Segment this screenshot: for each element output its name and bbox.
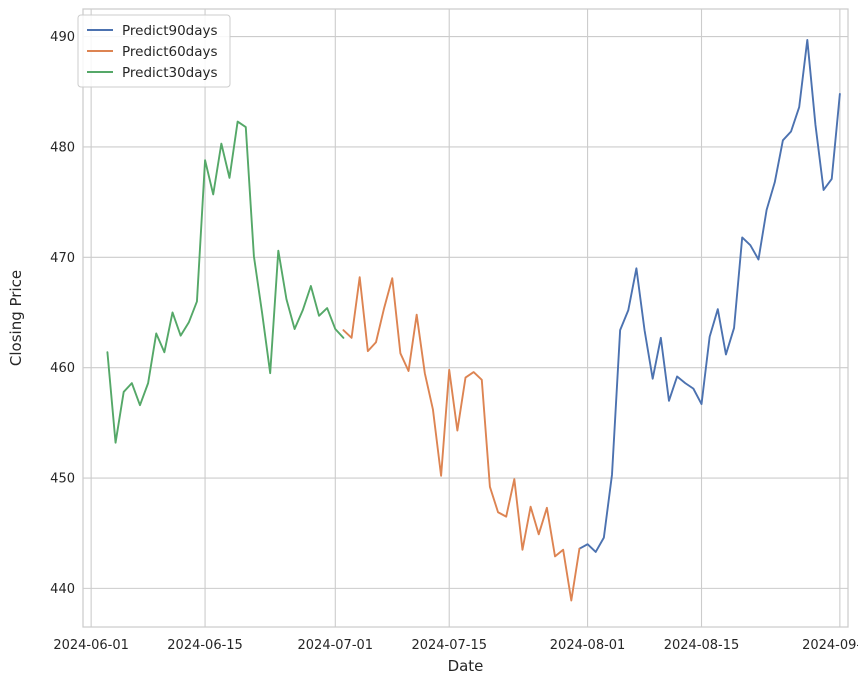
x-tick-label: 2024-06-01 <box>53 638 129 653</box>
legend-entry: Predict90days <box>122 23 218 39</box>
y-tick-labels: 440 450 460 470 480 490 <box>50 30 75 597</box>
x-tick-label: 2024-07-15 <box>411 638 487 653</box>
y-tick-label: 460 <box>50 361 75 376</box>
x-tick-labels: 2024-06-01 2024-06-15 2024-07-01 2024-07-15… <box>53 638 858 653</box>
y-tick-label: 490 <box>50 30 75 45</box>
legend-entry: Predict30days <box>122 65 218 81</box>
legend-entry: Predict60days <box>122 44 218 60</box>
series-lines <box>106 38 841 602</box>
y-tick-label: 470 <box>50 251 75 266</box>
grid <box>83 9 848 627</box>
x-axis-label: Date <box>448 657 484 675</box>
series-line <box>578 38 841 553</box>
x-tick-label: 2024-06-15 <box>167 638 243 653</box>
series-line <box>106 120 345 444</box>
x-tick-label: 2024-08-01 <box>550 638 626 653</box>
x-tick-label: 2024-07-01 <box>298 638 374 653</box>
legend-box <box>77 14 231 88</box>
y-tick-label: 440 <box>50 582 75 597</box>
plot-frame <box>82 8 849 628</box>
x-tick-label: 2024-08-15 <box>664 638 740 653</box>
y-axis-label: Closing Price <box>7 270 25 366</box>
legend: Predict90days Predict60days Predict30days <box>77 14 231 88</box>
series-line <box>342 276 581 602</box>
y-tick-label: 450 <box>50 472 75 487</box>
y-tick-label: 480 <box>50 140 75 155</box>
x-tick-label: 2024-09-01 <box>802 638 858 653</box>
